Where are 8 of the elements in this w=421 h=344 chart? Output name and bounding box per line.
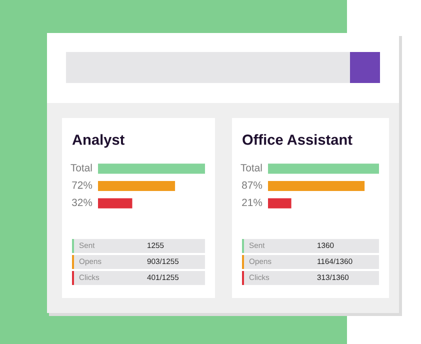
- data-label: Total: [240, 164, 262, 172]
- data-label: 32%: [72, 198, 92, 206]
- data-label: 87%: [242, 181, 262, 189]
- chart-title: Analyst: [72, 134, 124, 148]
- chart-title: Office Assistant: [242, 134, 352, 145]
- data-label: 72%: [72, 181, 92, 189]
- data-label: 21%: [242, 198, 262, 206]
- data-label: Total: [70, 164, 92, 172]
